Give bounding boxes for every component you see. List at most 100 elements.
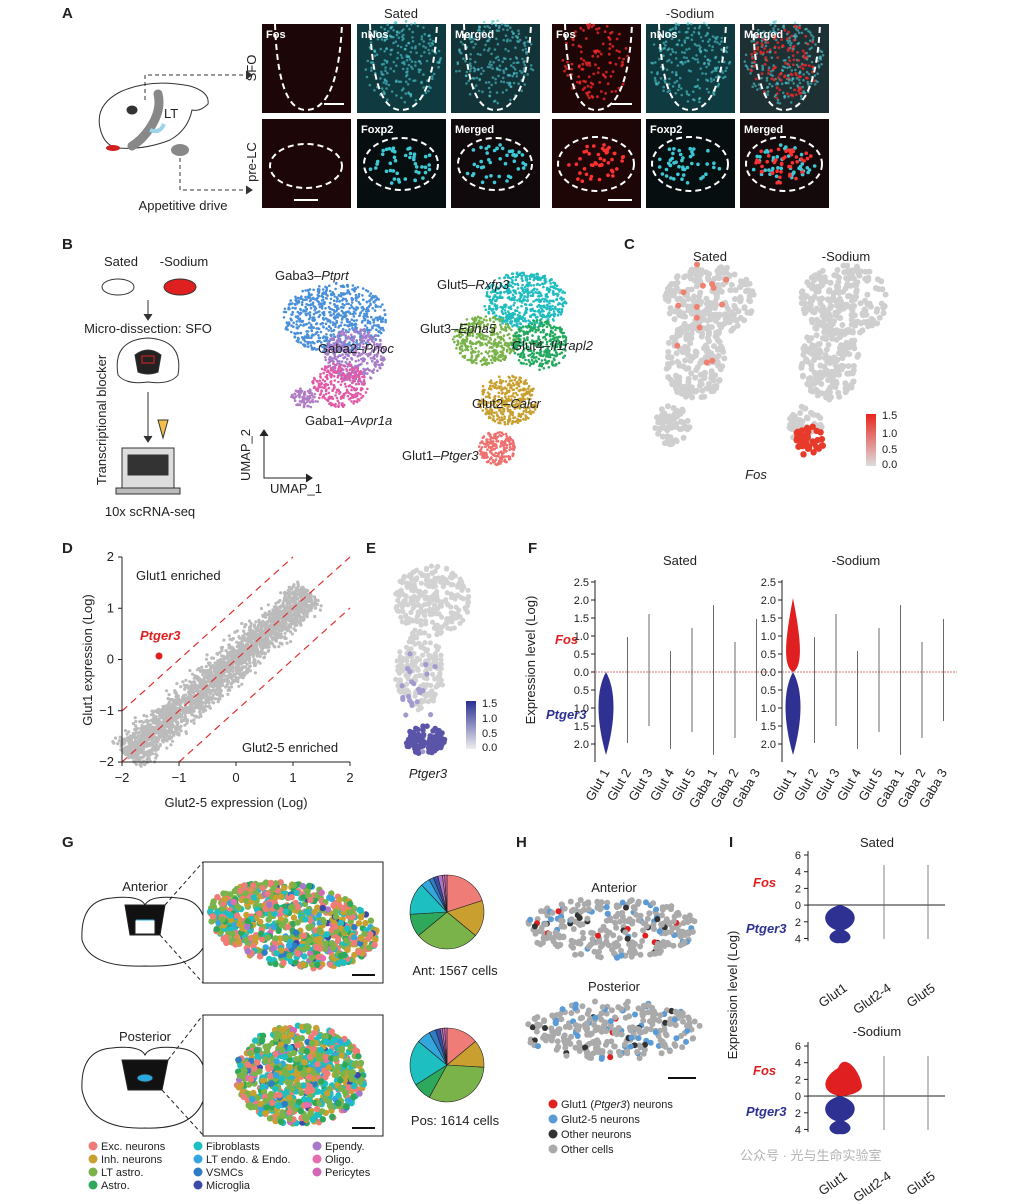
cell — [618, 32, 621, 36]
cell — [523, 295, 527, 298]
cell — [335, 320, 339, 324]
cell — [513, 416, 517, 419]
condition: -Sodium — [160, 254, 208, 269]
cell — [332, 333, 335, 336]
cell — [765, 79, 769, 82]
cell — [546, 303, 549, 307]
cell — [530, 275, 534, 278]
cell — [509, 386, 512, 390]
cell — [505, 348, 509, 352]
cell — [354, 322, 357, 326]
cell — [376, 316, 380, 319]
cell — [341, 402, 344, 405]
cell — [496, 19, 499, 23]
cell — [364, 368, 368, 371]
cell — [598, 81, 602, 84]
cell — [761, 68, 764, 71]
cell — [308, 394, 312, 398]
cell — [412, 157, 416, 162]
cell — [484, 43, 487, 47]
cell — [522, 353, 526, 356]
stain-label: Merged — [455, 124, 494, 136]
cell — [712, 78, 716, 82]
cell — [508, 443, 512, 446]
cell — [793, 24, 797, 28]
cell — [770, 56, 774, 59]
cell — [772, 160, 777, 165]
cell — [703, 61, 706, 65]
cell — [295, 326, 299, 330]
cell — [313, 386, 317, 389]
cell — [792, 38, 796, 42]
cell — [487, 362, 491, 365]
cell — [499, 292, 502, 295]
cell — [543, 300, 546, 303]
cell — [794, 33, 797, 36]
cell — [496, 101, 500, 105]
cell — [665, 349, 672, 355]
cell — [333, 379, 337, 382]
cell — [671, 151, 675, 156]
cell — [662, 54, 665, 57]
cell — [550, 278, 553, 282]
cell — [431, 49, 434, 52]
cell — [359, 332, 363, 336]
cell — [329, 327, 333, 330]
cell — [491, 361, 494, 365]
cell — [662, 41, 666, 45]
cell — [759, 169, 764, 174]
cell — [790, 79, 794, 82]
cell — [610, 30, 614, 34]
cell — [310, 348, 314, 351]
cell — [506, 81, 509, 85]
cell — [411, 30, 415, 34]
cell — [532, 288, 536, 291]
cell — [373, 309, 377, 312]
cell — [299, 331, 303, 335]
cell — [744, 53, 748, 57]
cell — [414, 60, 417, 64]
cell — [515, 75, 519, 78]
cell — [501, 357, 505, 361]
cell — [484, 350, 488, 354]
cell — [502, 57, 506, 60]
cell — [507, 49, 510, 53]
cell — [467, 32, 471, 36]
step: 10x scRNA-seq — [105, 504, 195, 519]
cell — [725, 46, 729, 49]
cell — [327, 386, 331, 390]
cell — [389, 181, 394, 185]
cell — [801, 85, 804, 89]
cell — [708, 59, 712, 63]
cell — [684, 61, 687, 64]
cell — [799, 157, 804, 161]
cell — [807, 72, 811, 76]
cell — [779, 166, 784, 171]
cell — [524, 320, 528, 323]
cell — [311, 400, 315, 404]
cell — [535, 283, 539, 286]
cell — [474, 42, 477, 46]
cell — [555, 362, 558, 366]
cell — [524, 418, 527, 421]
cell — [549, 332, 552, 336]
cluster-label: Gaba3–Ptprt — [275, 268, 350, 283]
cell — [664, 167, 669, 172]
cell — [697, 371, 704, 378]
cell — [535, 319, 539, 323]
cell — [357, 382, 361, 386]
cell — [420, 165, 424, 169]
cell — [699, 176, 703, 181]
cell — [689, 394, 696, 401]
cell — [807, 29, 810, 33]
cell — [610, 90, 614, 93]
cell — [685, 92, 689, 96]
cell — [707, 303, 714, 310]
cell — [536, 305, 539, 308]
cell — [376, 37, 380, 41]
cell — [477, 340, 481, 343]
cell — [697, 44, 701, 47]
cell — [317, 382, 321, 386]
cell — [584, 80, 587, 84]
cell — [317, 290, 321, 293]
